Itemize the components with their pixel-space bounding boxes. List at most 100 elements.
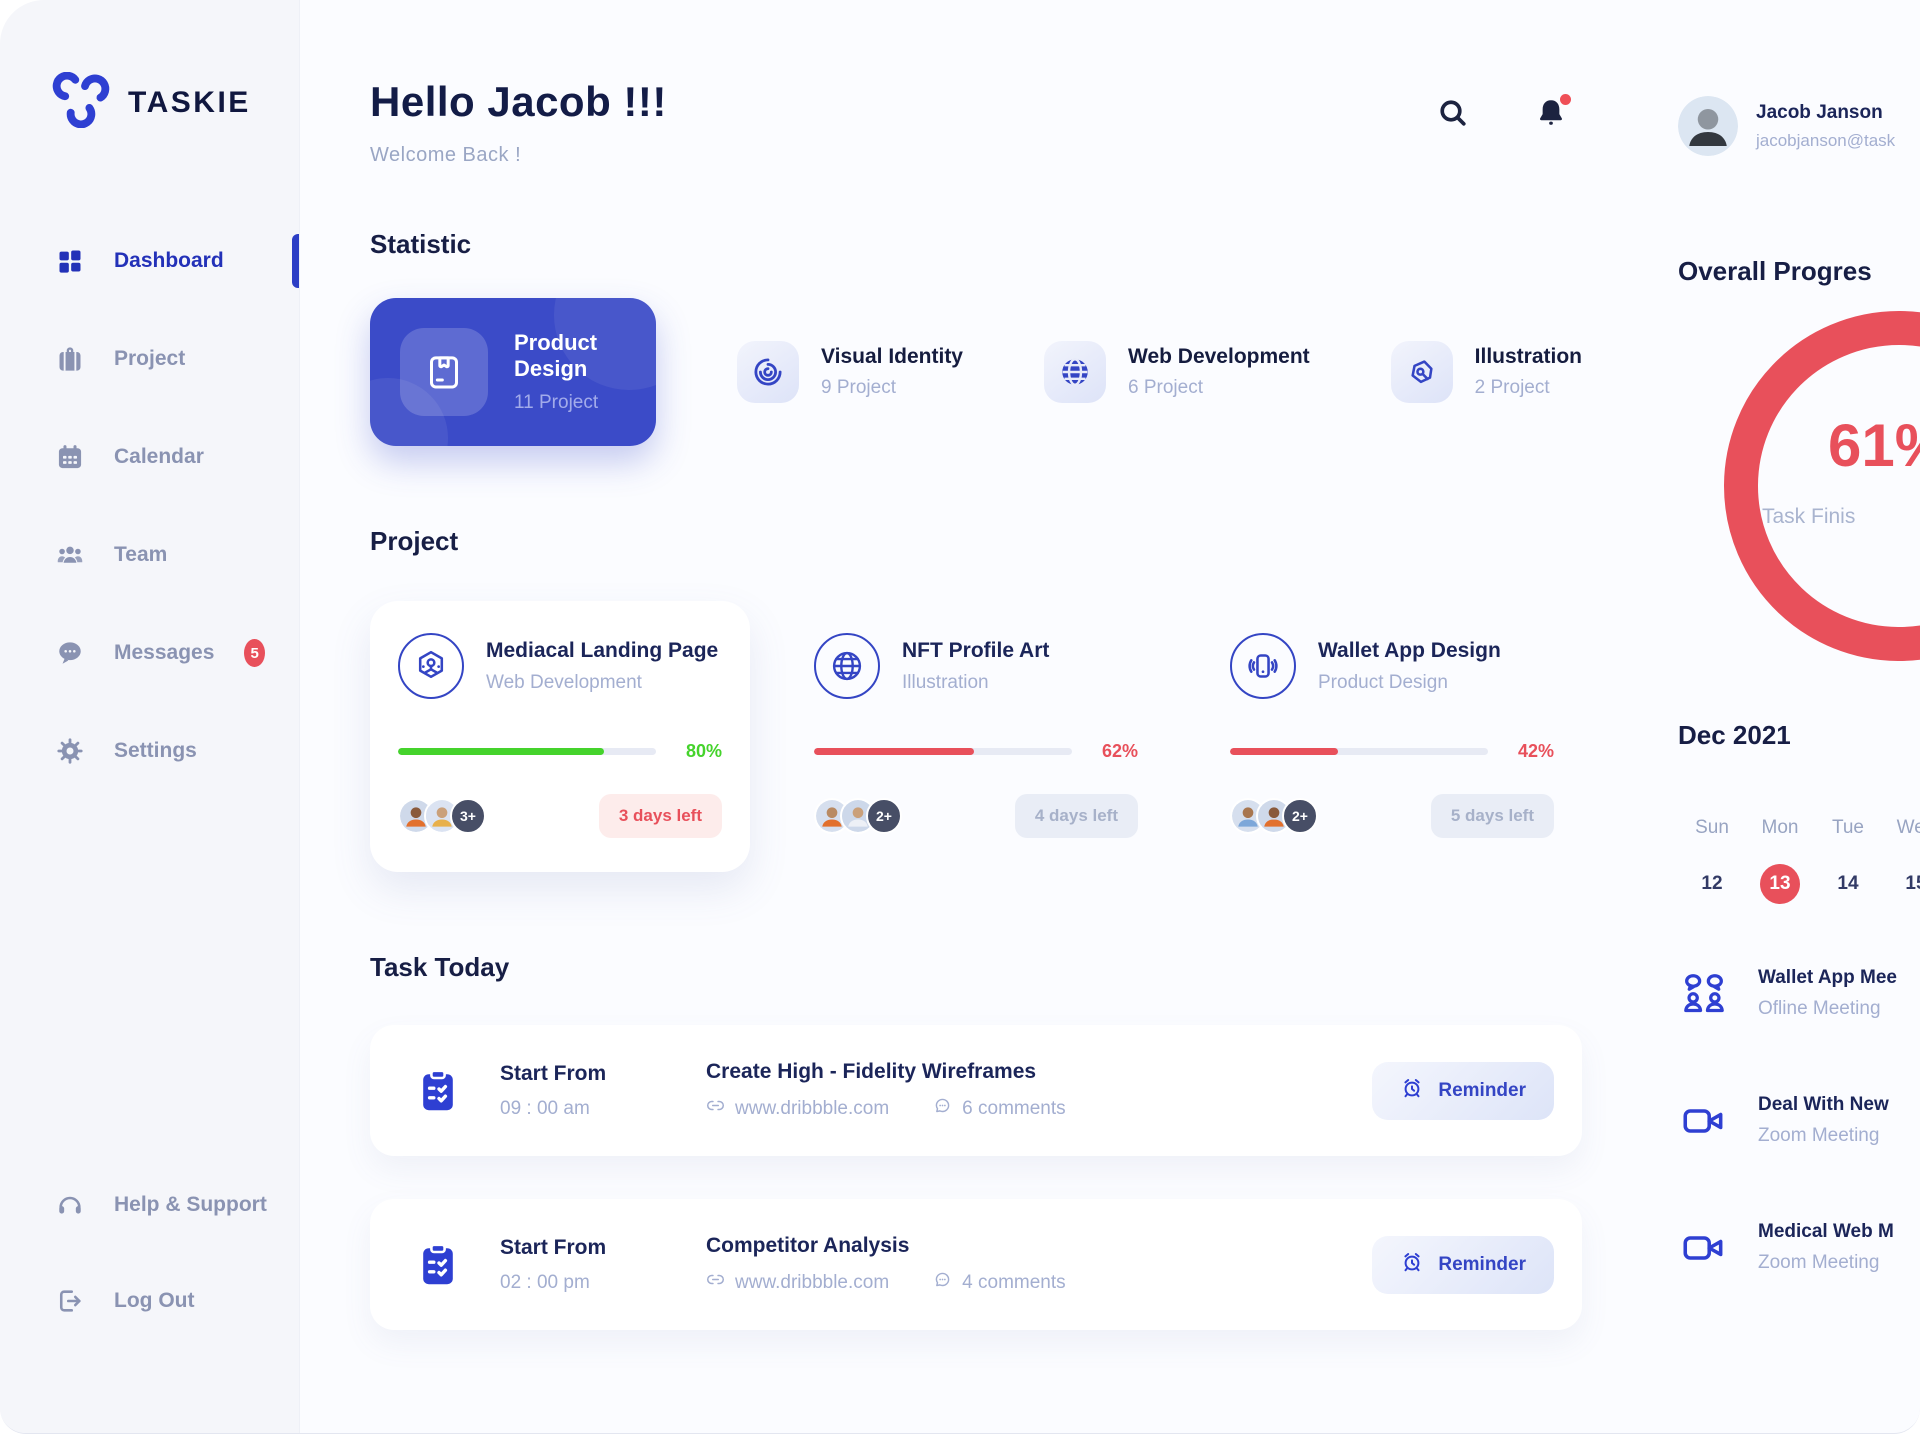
swirl-icon	[737, 341, 799, 403]
statistic-row: Product Design 11 Project Visual Identit…	[370, 298, 1582, 446]
project-card-mediacal[interactable]: Mediacal Landing Page Web Development 80…	[370, 601, 750, 872]
reminder-button[interactable]: Reminder	[1372, 1061, 1554, 1120]
stat-title: Illustration	[1474, 345, 1582, 368]
clipboard-icon	[414, 1241, 462, 1289]
stat-card-web-development[interactable]: Web Development 6 Project	[1044, 341, 1310, 403]
stat-title: Visual Identity	[821, 345, 963, 368]
avatar	[1678, 96, 1738, 156]
sidebar-item-messages[interactable]: Messages 5	[0, 625, 299, 681]
task-link[interactable]: www.dribbble.com	[735, 1097, 890, 1119]
statistic-heading: Statistic	[370, 229, 472, 259]
progress-label: 80%	[685, 741, 722, 761]
avatar-more: 2+	[866, 798, 902, 834]
meeting-item[interactable]: Deal With New Zoom Meeting	[1678, 1094, 1920, 1147]
app-title: TASKIE	[128, 85, 251, 119]
sidebar-item-label: Team	[114, 543, 168, 566]
calendar-date[interactable]: 12	[1701, 873, 1723, 894]
calendar-date-active[interactable]: 13	[1746, 863, 1814, 905]
gear-icon	[56, 737, 84, 765]
avatar	[398, 798, 434, 834]
sidebar-item-help-support[interactable]: Help & Support	[0, 1177, 299, 1233]
sidebar-nav: Dashboard Project	[0, 233, 299, 821]
messages-badge: 5	[244, 639, 265, 667]
main-content: Hello Jacob !!! Welcome Back !	[300, 0, 1678, 1433]
link-icon	[706, 1270, 725, 1295]
project-card-nft[interactable]: NFT Profile Art Illustration 62% 2+ 4 da…	[786, 601, 1166, 872]
sidebar-item-project[interactable]: Project	[0, 331, 299, 387]
stat-card-illustration[interactable]: Illustration 2 Project	[1390, 341, 1582, 403]
project-category: Web Development	[486, 671, 642, 693]
app-logo: TASKIE	[0, 0, 299, 133]
meeting-item[interactable]: Wallet App Mee Ofline Meeting	[1678, 967, 1920, 1020]
stat-card-visual-identity[interactable]: Visual Identity 9 Project	[737, 341, 963, 403]
page-subtitle: Welcome Back !	[370, 144, 522, 166]
sidebar-item-logout[interactable]: Log Out	[0, 1273, 299, 1329]
sidebar-item-label: Dashboard	[114, 249, 224, 272]
stat-title: Web Development	[1128, 345, 1310, 368]
sidebar-item-calendar[interactable]: Calendar	[0, 429, 299, 485]
days-left-badge: 4 days left	[1014, 794, 1138, 838]
bell-icon[interactable]	[1534, 94, 1571, 130]
task-link[interactable]: www.dribbble.com	[735, 1271, 890, 1293]
meeting-list: Wallet App Mee Ofline Meeting Deal With …	[1678, 967, 1920, 1274]
comment-icon	[933, 1270, 952, 1295]
phone-vibrate-icon	[1230, 633, 1296, 699]
avatar-group: 2+	[1230, 798, 1318, 834]
progress-label: 42%	[1517, 741, 1554, 761]
task-row[interactable]: Start From 02 : 00 pm Competitor Analysi…	[370, 1199, 1582, 1330]
sidebar-item-label: Log Out	[114, 1289, 195, 1312]
task-start-label: Start From	[500, 1235, 607, 1259]
progress-bar: 80%	[398, 741, 722, 762]
meeting-item[interactable]: Medical Web M Zoom Meeting	[1678, 1221, 1920, 1274]
overall-progress-chart: 61% Task Finis	[1678, 293, 1920, 668]
progress-bar: 42%	[1230, 741, 1554, 762]
calendar-date[interactable]: 14	[1837, 873, 1859, 894]
progress-bar: 62%	[814, 741, 1138, 762]
stat-count: 9 Project	[821, 377, 896, 398]
task-time: 02 : 00 pm	[500, 1271, 590, 1293]
overall-progress-heading: Overall Progres	[1678, 256, 1872, 286]
reminder-button[interactable]: Reminder	[1372, 1235, 1554, 1294]
stat-count: 2 Project	[1474, 377, 1550, 398]
task-row[interactable]: Start From 09 : 00 am Create High - Fide…	[370, 1025, 1582, 1156]
logout-icon	[56, 1287, 84, 1315]
hexagon-icon	[398, 633, 464, 699]
sidebar-item-dashboard[interactable]: Dashboard	[0, 233, 299, 289]
task-today-heading: Task Today	[370, 952, 510, 982]
meeting-title: Deal With New	[1758, 1094, 1889, 1115]
people-meeting-icon	[1678, 968, 1730, 1020]
page-header: Hello Jacob !!! Welcome Back !	[370, 78, 1582, 167]
alarm-icon	[1400, 1076, 1424, 1106]
search-icon[interactable]	[1436, 96, 1470, 130]
sidebar-item-label: Calendar	[114, 445, 204, 468]
project-card-wallet[interactable]: Wallet App Design Product Design 42% 2+ …	[1202, 601, 1582, 872]
calendar-date[interactable]: 15	[1905, 873, 1920, 894]
profile-email: jacobjanson@task	[1756, 130, 1896, 150]
task-start-label: Start From	[500, 1061, 607, 1085]
sidebar-footer: Help & Support Log Out	[0, 1177, 299, 1433]
meeting-type: Zoom Meeting	[1758, 1252, 1880, 1273]
avatar	[1256, 798, 1292, 834]
sidebar-item-label: Settings	[114, 739, 197, 762]
avatar-more: 3+	[450, 798, 486, 834]
taskie-logo-icon	[50, 71, 112, 133]
globe-outline-icon	[814, 633, 880, 699]
headset-icon	[56, 1191, 84, 1219]
globe-icon	[1044, 341, 1106, 403]
briefcase-icon	[56, 345, 84, 373]
avatar-more: 2+	[1282, 798, 1318, 834]
sidebar-item-settings[interactable]: Settings	[0, 723, 299, 779]
stat-card-product-design[interactable]: Product Design 11 Project	[370, 298, 656, 446]
video-icon	[1678, 1222, 1730, 1274]
reminder-label: Reminder	[1438, 1079, 1526, 1101]
days-left-badge: 3 days left	[598, 794, 722, 838]
project-category: Illustration	[902, 671, 989, 693]
sidebar-item-team[interactable]: Team	[0, 527, 299, 583]
project-title: Mediacal Landing Page	[486, 638, 719, 662]
profile[interactable]: Jacob Janson jacobjanson@task	[1678, 96, 1920, 156]
right-panel: Jacob Janson jacobjanson@task Overall Pr…	[1678, 0, 1920, 1433]
meeting-type: Ofline Meeting	[1758, 998, 1881, 1019]
sidebar-item-label: Help & Support	[114, 1193, 267, 1216]
calendar-icon	[56, 443, 84, 471]
